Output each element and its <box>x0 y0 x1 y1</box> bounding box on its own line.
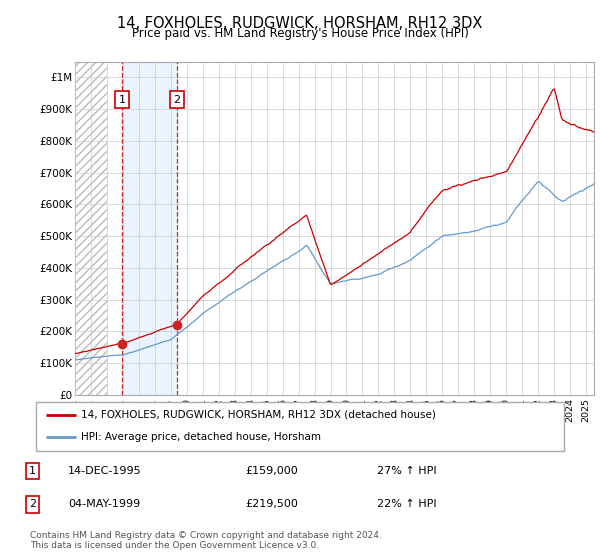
Text: 2: 2 <box>173 95 180 105</box>
FancyBboxPatch shape <box>36 402 564 451</box>
Text: HPI: Average price, detached house, Horsham: HPI: Average price, detached house, Hors… <box>81 432 321 442</box>
Text: 1: 1 <box>119 95 126 105</box>
Text: 2: 2 <box>29 500 36 510</box>
Text: £219,500: £219,500 <box>245 500 298 510</box>
Text: 14, FOXHOLES, RUDGWICK, HORSHAM, RH12 3DX: 14, FOXHOLES, RUDGWICK, HORSHAM, RH12 3D… <box>118 16 482 31</box>
Text: 14, FOXHOLES, RUDGWICK, HORSHAM, RH12 3DX (detached house): 14, FOXHOLES, RUDGWICK, HORSHAM, RH12 3D… <box>81 410 436 420</box>
Text: Price paid vs. HM Land Registry's House Price Index (HPI): Price paid vs. HM Land Registry's House … <box>131 27 469 40</box>
Bar <box>75 62 107 395</box>
Text: 04-MAY-1999: 04-MAY-1999 <box>68 500 140 510</box>
Bar <box>75 62 107 395</box>
Text: £159,000: £159,000 <box>245 466 298 476</box>
Text: 22% ↑ HPI: 22% ↑ HPI <box>377 500 437 510</box>
Bar <box>122 62 177 395</box>
Text: 14-DEC-1995: 14-DEC-1995 <box>68 466 142 476</box>
Text: 27% ↑ HPI: 27% ↑ HPI <box>377 466 437 476</box>
Text: Contains HM Land Registry data © Crown copyright and database right 2024.
This d: Contains HM Land Registry data © Crown c… <box>30 531 382 550</box>
Text: 1: 1 <box>29 466 36 476</box>
